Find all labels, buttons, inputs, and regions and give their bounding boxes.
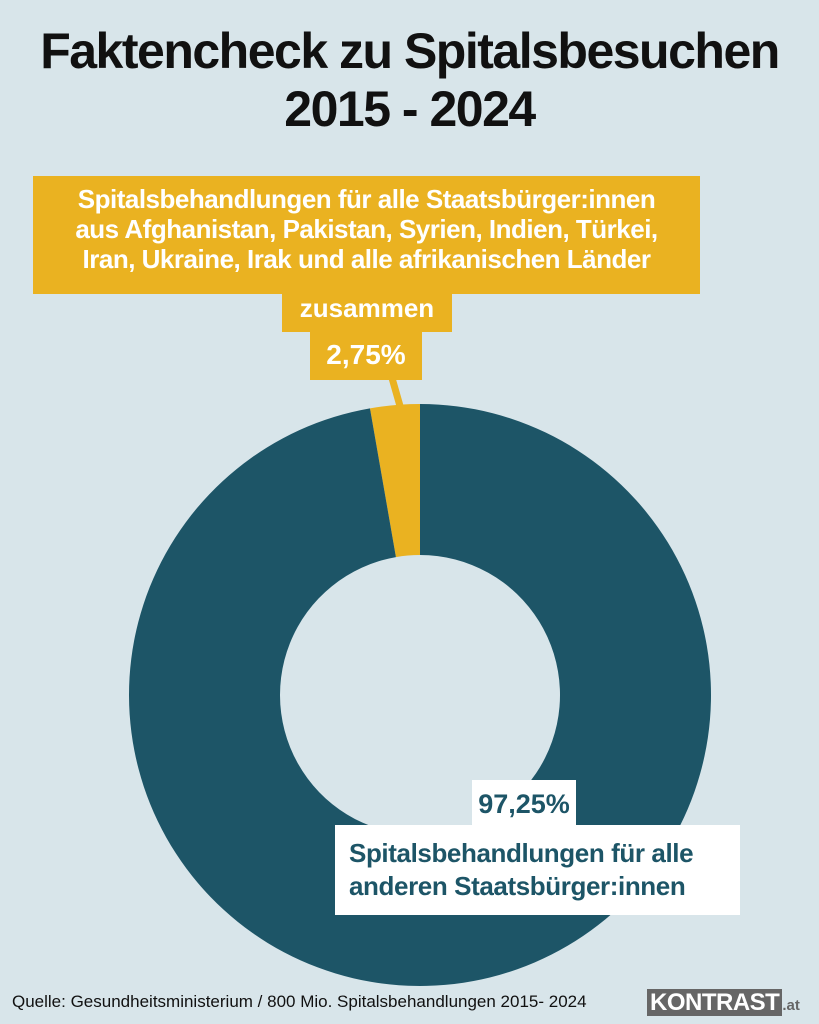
label-line: Spitalsbehandlungen für alle Staatsbürge… [77, 184, 656, 214]
title-line-1: Faktencheck zu Spitalsbesuchen [40, 23, 780, 79]
kontrast-logo[interactable]: KONTRAST .at [647, 989, 800, 1017]
label-line: anderen Staatsbürger:innen [349, 871, 686, 901]
source-note: Quelle: Gesundheitsministerium / 800 Mio… [12, 992, 587, 1011]
label-connector [388, 377, 404, 407]
logo-main: KONTRAST [647, 989, 783, 1016]
logo-suffix: .at [782, 997, 800, 1014]
page-title: Faktencheck zu Spitalsbesuchen 2015 - 202… [0, 22, 819, 138]
minor-slice-value: 2,75% [310, 330, 422, 380]
major-slice-value: 97,25% [472, 780, 576, 826]
minor-slice-label-end: zusammen [282, 290, 452, 332]
title-line-2: 2015 - 2024 [284, 81, 536, 137]
label-line: Iran, Ukraine, Irak und alle afrikanisch… [82, 244, 651, 274]
label-line: Spitalsbehandlungen für alle [349, 838, 694, 868]
slice-minor [369, 404, 420, 558]
minor-slice-label: Spitalsbehandlungen für alle Staatsbürge… [33, 176, 700, 294]
major-slice-label: Spitalsbehandlungen für alle anderen Sta… [335, 825, 740, 915]
label-line: aus Afghanistan, Pakistan, Syrien, Indie… [75, 214, 658, 244]
